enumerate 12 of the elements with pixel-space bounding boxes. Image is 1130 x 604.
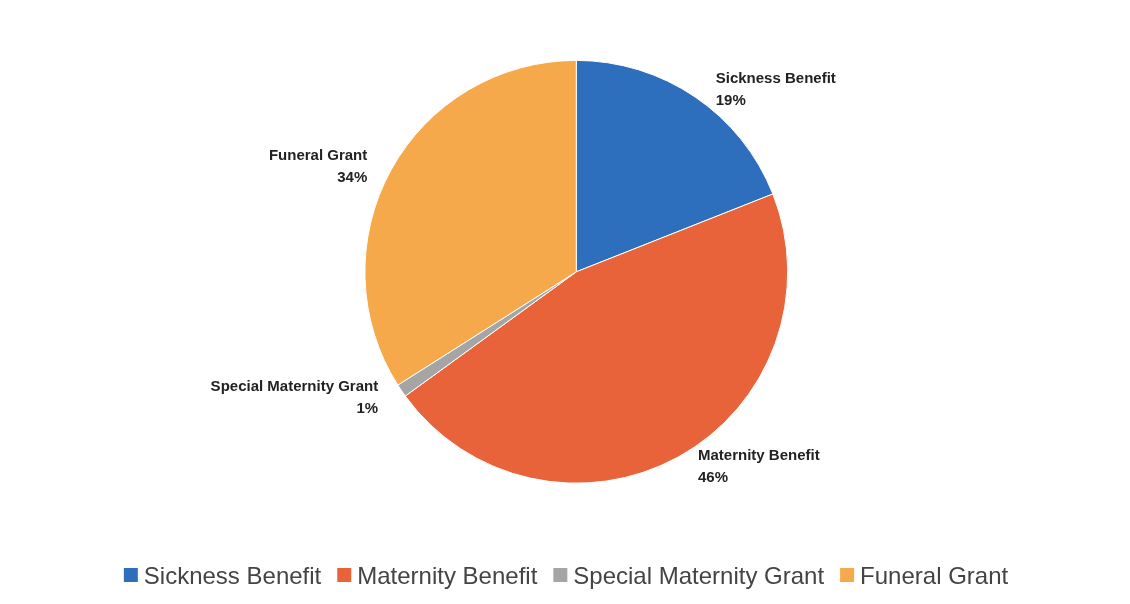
data-label: 19% <box>715 91 746 109</box>
data-label: 1% <box>356 398 379 416</box>
data-label: 34% <box>337 167 368 185</box>
legend-label: Special Maternity Grant <box>573 561 825 589</box>
data-label: 46% <box>697 468 728 486</box>
legend-label: Funeral Grant <box>860 561 1009 589</box>
slice-label: Funeral Grant <box>268 145 368 163</box>
legend-label: Maternity Benefit <box>357 561 538 589</box>
slice-label: Special Maternity Grant <box>210 376 379 394</box>
legend-label: Sickness Benefit <box>143 561 322 589</box>
slice-label: Sickness Benefit <box>715 69 836 87</box>
slice-label: Maternity Benefit <box>697 446 820 464</box>
